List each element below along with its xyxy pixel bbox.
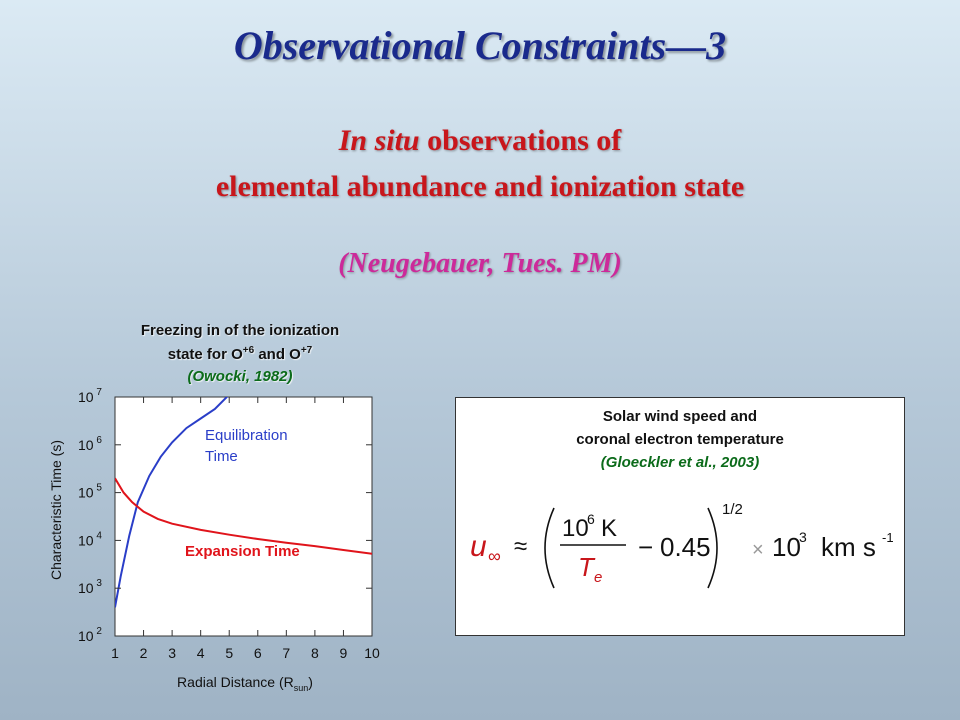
formula-power: 1/2 — [722, 501, 743, 518]
chart-title-sup2: +7 — [300, 345, 313, 356]
formula-unit-exp: -1 — [882, 530, 894, 545]
y-tick-label: 10 4 — [78, 530, 102, 548]
formula-minus: − — [638, 532, 653, 562]
formula-numerator-exp: 6 — [587, 511, 595, 527]
equilibration-label-line1: Equilibration — [205, 427, 288, 444]
reference-text: (Neugebauer, Tues. PM) — [338, 248, 622, 279]
x-tick-label: 5 — [225, 645, 233, 661]
chart-title-part-a: state for O — [167, 346, 243, 363]
x-axis-label: Radial Distance (Rsun) — [100, 674, 390, 693]
formula-denominator: T — [578, 552, 596, 582]
formula-lhs-sub: ∞ — [488, 546, 501, 566]
slide-title: Observational Constraints—3 — [233, 23, 727, 68]
chart-title-sup1: +6 — [242, 345, 255, 356]
chart-citation: (Owocki, 1982) — [187, 368, 293, 385]
x-tick-label: 4 — [197, 645, 205, 661]
formula-left-paren — [544, 507, 555, 589]
expansion-label: Expansion Time — [185, 543, 300, 560]
subtitle-line1: In situ observations of — [0, 124, 960, 158]
formula-numerator-unit: K — [601, 515, 617, 542]
formula-scale-exp: 3 — [799, 529, 807, 545]
chart-title-part-b: and O — [254, 346, 301, 363]
x-tick-label: 8 — [311, 645, 319, 661]
equilibration-time-line — [115, 397, 229, 608]
subtitle-line2: elemental abundance and ionization state — [215, 170, 745, 203]
formula-approx: ≈ — [514, 533, 527, 560]
formula-box: Solar wind speed and coronal electron te… — [455, 397, 905, 636]
chart-title-line2: state for O+6 and O+7 — [100, 345, 380, 363]
y-tick-label: 10 7 — [78, 387, 102, 405]
x-tick-label: 10 — [364, 645, 380, 661]
formula-unit: km s — [821, 532, 876, 562]
formula-constant: 0.45 — [660, 532, 711, 562]
x-axis-label-main: Radial Distance (R — [177, 674, 294, 690]
formula-denominator-sub: e — [594, 569, 602, 586]
formula-times: × — [752, 539, 764, 561]
formula-numerator: 10 — [562, 515, 589, 542]
y-tick-label: 10 2 — [78, 626, 102, 644]
subtitle-line1-rest: observations of — [419, 124, 622, 157]
y-tick-label: 10 3 — [78, 578, 102, 596]
expansion-time-line — [115, 477, 372, 555]
y-tick-label: 10 5 — [78, 483, 102, 501]
x-tick-label: 6 — [254, 645, 262, 661]
chart-title-line1: Freezing in of the ionization — [140, 322, 340, 339]
formula-title-line1: Solar wind speed and — [602, 408, 758, 425]
x-tick-label: 9 — [340, 645, 348, 661]
formula-right-paren — [707, 507, 718, 589]
x-tick-label: 1 — [111, 645, 119, 661]
formula-scale: 10 — [772, 532, 801, 562]
x-axis-label-sub: sun — [293, 682, 309, 693]
subtitle-italic: In situ — [338, 124, 420, 157]
solar-wind-formula: u ∞ ≈ 10 6 K T e − 0.45 1/2 × 10 3 km s … — [470, 501, 894, 589]
x-tick-label: 7 — [282, 645, 290, 661]
formula-citation: (Gloeckler et al., 2003) — [600, 454, 760, 471]
y-tick-label: 10 6 — [78, 435, 102, 453]
formula-title-line2: coronal electron temperature — [576, 431, 784, 448]
x-axis-label-end: ) — [308, 674, 313, 690]
plot-area — [114, 396, 373, 637]
x-tick-label: 3 — [168, 645, 176, 661]
formula-lhs: u — [470, 530, 487, 563]
x-tick-label: 2 — [140, 645, 148, 661]
equilibration-label-line2: Time — [205, 448, 238, 465]
